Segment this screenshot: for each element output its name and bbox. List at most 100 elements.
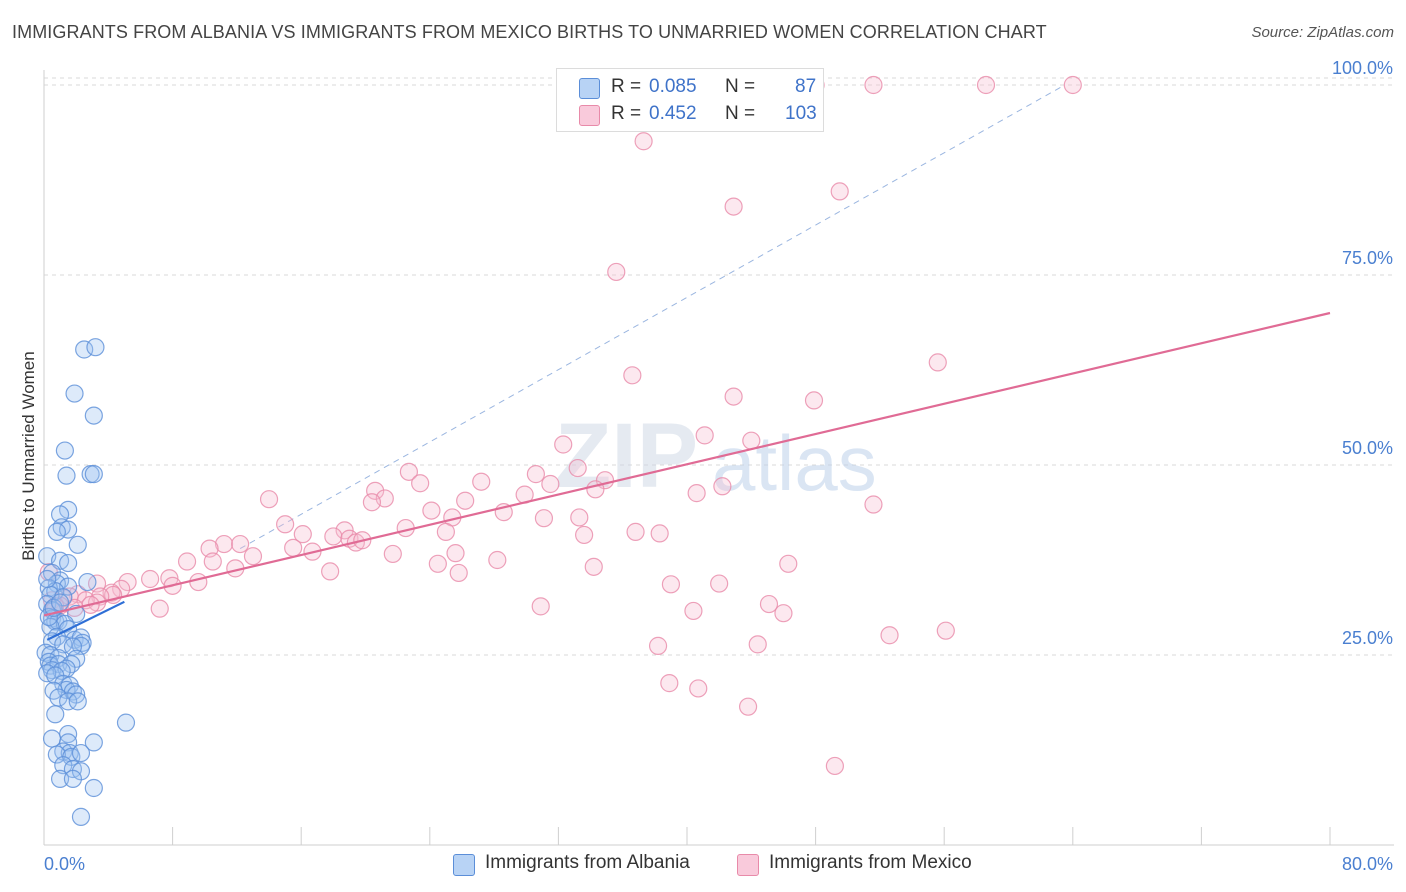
point-mexico bbox=[203, 552, 222, 571]
point-albania bbox=[47, 522, 66, 541]
point-mexico bbox=[650, 524, 669, 543]
point-albania bbox=[67, 649, 86, 668]
point-albania bbox=[73, 633, 92, 652]
axes bbox=[43, 70, 1394, 846]
point-mexico bbox=[748, 635, 767, 654]
point-albania bbox=[50, 769, 70, 788]
legend-label-albania: Immigrants from Albania bbox=[485, 852, 690, 873]
chart-title: IMMIGRANTS FROM ALBANIA VS IMMIGRANTS FR… bbox=[12, 22, 1047, 42]
point-albania bbox=[57, 466, 76, 485]
point-mexico bbox=[575, 525, 594, 545]
point-mexico bbox=[362, 493, 382, 512]
point-mexico bbox=[660, 674, 679, 693]
watermark-atlas: atlas bbox=[712, 419, 877, 507]
point-mexico bbox=[243, 547, 263, 566]
point-mexico bbox=[189, 572, 208, 592]
x-axis-ticks bbox=[43, 827, 1331, 845]
point-mexico bbox=[284, 538, 303, 557]
x-tick-label-min: 0.0% bbox=[44, 854, 85, 874]
point-mexico bbox=[324, 527, 343, 546]
r-label: R = bbox=[611, 103, 642, 124]
point-mexico bbox=[738, 697, 758, 716]
point-mexico bbox=[634, 132, 653, 151]
point-albania bbox=[68, 692, 87, 711]
point-albania bbox=[75, 340, 94, 359]
point-mexico bbox=[1063, 75, 1082, 95]
point-mexico bbox=[177, 552, 197, 571]
point-mexico bbox=[335, 521, 354, 540]
point-mexico bbox=[570, 508, 589, 527]
point-mexico bbox=[661, 575, 681, 594]
r-value: 0.085 bbox=[649, 76, 697, 97]
point-mexico bbox=[214, 534, 234, 554]
mexico-swatch bbox=[737, 854, 759, 876]
point-albania bbox=[59, 692, 78, 711]
point-mexico bbox=[928, 353, 947, 372]
watermark-zip: ZIP bbox=[555, 405, 698, 507]
point-albania bbox=[55, 441, 74, 460]
point-mexico bbox=[830, 182, 849, 201]
point-mexico bbox=[684, 601, 703, 621]
x-tick-label-max: 80.0% bbox=[1342, 854, 1393, 874]
point-mexico bbox=[759, 594, 779, 614]
mexico-swatch bbox=[579, 105, 600, 126]
r-value: 0.452 bbox=[649, 103, 697, 124]
point-mexico bbox=[436, 522, 455, 541]
point-mexico bbox=[456, 491, 475, 510]
point-mexico bbox=[118, 572, 137, 592]
point-mexico bbox=[774, 604, 793, 623]
point-albania bbox=[42, 632, 62, 651]
point-mexico bbox=[366, 481, 385, 500]
n-value: 87 bbox=[795, 76, 817, 97]
point-mexico bbox=[936, 621, 955, 640]
point-albania bbox=[84, 465, 103, 484]
albania-swatch bbox=[579, 78, 600, 99]
point-albania bbox=[68, 535, 87, 554]
point-mexico bbox=[472, 472, 491, 491]
trend-line-albania bbox=[46, 600, 125, 641]
point-mexico bbox=[526, 465, 545, 484]
point-mexico bbox=[428, 554, 447, 573]
point-mexico bbox=[276, 515, 295, 534]
y-axis-tick-labels: 25.0% 50.0% 75.0% 100.0% bbox=[1332, 58, 1393, 648]
watermark: ZIP atlas bbox=[555, 405, 877, 507]
point-mexico bbox=[150, 599, 169, 618]
point-albania bbox=[54, 756, 73, 775]
point-mexico bbox=[383, 544, 402, 564]
point-mexico bbox=[584, 557, 603, 576]
y-tick-label-75: 75.0% bbox=[1342, 248, 1393, 268]
point-mexico bbox=[607, 262, 626, 282]
point-mexico bbox=[568, 458, 587, 478]
point-mexico bbox=[976, 75, 996, 95]
y-tick-label-25: 25.0% bbox=[1342, 628, 1393, 648]
point-mexico bbox=[689, 679, 708, 698]
point-mexico bbox=[399, 462, 419, 481]
point-mexico bbox=[804, 391, 824, 410]
point-mexico bbox=[724, 197, 743, 216]
series-albania-points bbox=[36, 338, 136, 826]
source-attribution: Source: ZipAtlas.com bbox=[1251, 24, 1394, 41]
point-mexico bbox=[626, 522, 645, 541]
point-albania bbox=[84, 733, 103, 752]
point-mexico bbox=[695, 426, 714, 445]
y-axis-label: Births to Unmarried Women bbox=[19, 351, 38, 560]
point-albania bbox=[71, 807, 91, 826]
point-albania bbox=[78, 572, 97, 592]
point-mexico bbox=[446, 544, 465, 563]
series-legend: Immigrants from Albania Immigrants from … bbox=[0, 852, 1406, 878]
point-mexico bbox=[713, 477, 732, 496]
point-mexico bbox=[534, 509, 554, 528]
albania-swatch bbox=[453, 854, 475, 876]
point-albania bbox=[116, 713, 136, 732]
point-albania bbox=[86, 338, 105, 357]
point-mexico bbox=[724, 387, 743, 406]
point-albania bbox=[38, 569, 57, 589]
point-mexico bbox=[449, 563, 468, 583]
point-mexico bbox=[541, 474, 560, 494]
point-albania bbox=[84, 778, 103, 798]
stats-legend: R = 0.085 N = 87 R = 0.452 N = 103 bbox=[556, 68, 824, 132]
point-mexico bbox=[623, 366, 642, 385]
point-albania bbox=[84, 406, 103, 425]
point-mexico bbox=[259, 490, 279, 509]
